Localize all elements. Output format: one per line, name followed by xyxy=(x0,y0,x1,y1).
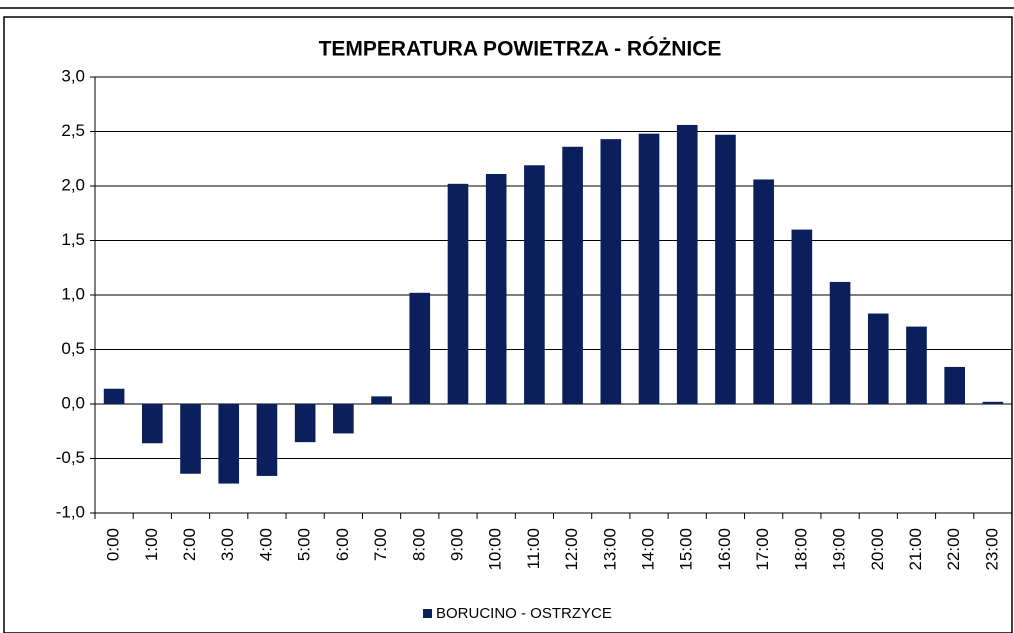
bar xyxy=(485,174,507,404)
x-tick-label: 0:00 xyxy=(104,528,123,561)
legend-label: BORUCINO - OSTRZYCE xyxy=(436,605,612,622)
y-tick-label: 1,5 xyxy=(61,230,85,249)
x-tick-label: 13:00 xyxy=(600,528,619,571)
bar xyxy=(447,183,469,404)
x-tick-label: 22:00 xyxy=(944,528,963,571)
y-tick-label: -1,0 xyxy=(56,502,85,521)
y-tick-label: 2,5 xyxy=(61,121,85,140)
x-tick-label: 12:00 xyxy=(562,528,581,571)
x-tick-label: 23:00 xyxy=(982,528,1001,571)
y-tick-label: 0,0 xyxy=(61,393,85,412)
x-tick-label: 11:00 xyxy=(524,528,543,569)
x-tick-label: 18:00 xyxy=(791,528,810,571)
legend-swatch xyxy=(423,609,432,618)
x-tick-label: 8:00 xyxy=(409,528,428,561)
x-tick-label: 5:00 xyxy=(295,528,314,561)
x-tick-label: 6:00 xyxy=(333,528,352,561)
bar xyxy=(180,404,201,474)
bar xyxy=(676,124,698,405)
x-tick-label: 4:00 xyxy=(256,528,275,561)
bar xyxy=(600,139,622,404)
y-tick-label: 2,0 xyxy=(61,175,85,194)
bar xyxy=(333,404,354,434)
x-tick-label: 16:00 xyxy=(715,528,734,571)
x-tick-label: 2:00 xyxy=(180,528,199,561)
bar xyxy=(371,396,392,404)
bar xyxy=(906,326,927,404)
bar xyxy=(141,404,163,444)
x-tick-label: 19:00 xyxy=(830,528,849,571)
x-tick-label: 9:00 xyxy=(447,528,466,561)
chart-title: TEMPERATURA POWIETRZA - RÓŻNICE xyxy=(319,37,722,61)
x-tick-label: 14:00 xyxy=(639,528,658,571)
x-tick-label: 1:00 xyxy=(142,528,161,561)
bar xyxy=(982,401,1004,404)
bar xyxy=(294,404,316,443)
bar xyxy=(829,281,851,404)
x-tick-label: 20:00 xyxy=(868,528,887,571)
x-tick-label: 15:00 xyxy=(677,528,696,571)
chart-frame xyxy=(3,16,1013,633)
bar xyxy=(791,229,813,404)
bar xyxy=(715,134,736,404)
y-tick-label: 3,0 xyxy=(61,66,85,85)
bar xyxy=(867,313,889,404)
x-tick-label: 7:00 xyxy=(371,528,390,561)
bar xyxy=(753,179,774,404)
y-tick-label: -0,5 xyxy=(56,448,85,467)
bar xyxy=(256,404,278,476)
x-tick-label: 17:00 xyxy=(753,528,772,571)
bar xyxy=(638,133,660,404)
y-tick-label: 0,5 xyxy=(61,339,85,358)
bar xyxy=(944,366,966,404)
x-tick-label: 21:00 xyxy=(906,528,925,571)
bar xyxy=(409,292,431,404)
bar xyxy=(562,146,583,404)
y-tick-label: 1,0 xyxy=(61,284,85,303)
x-tick-label: 10:00 xyxy=(486,528,505,571)
x-tick-label: 3:00 xyxy=(218,528,237,561)
bar xyxy=(103,388,125,404)
bar xyxy=(524,165,545,404)
bar xyxy=(218,404,240,484)
